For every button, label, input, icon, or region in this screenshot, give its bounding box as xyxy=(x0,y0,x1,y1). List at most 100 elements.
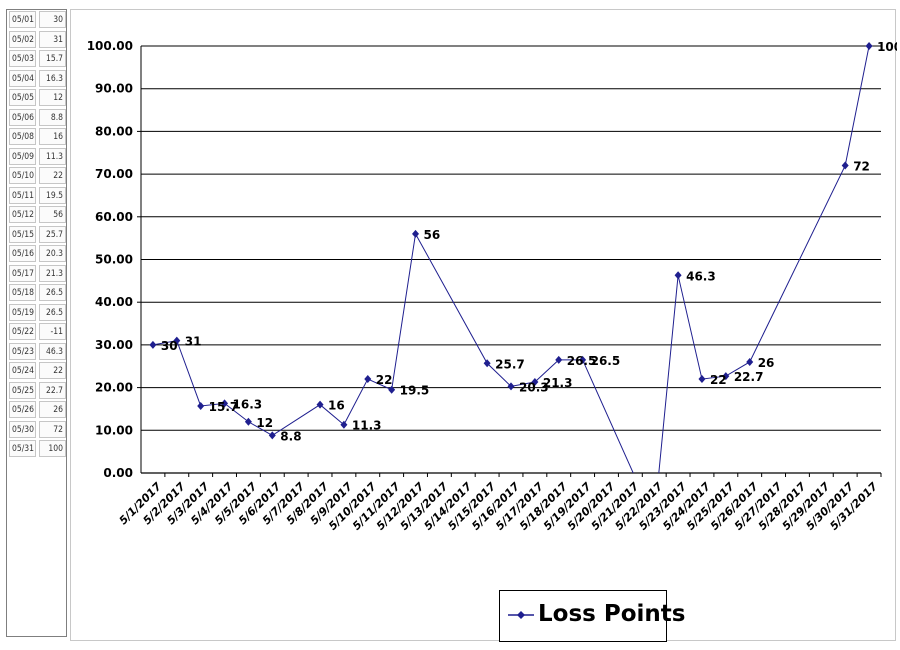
data-label: 20.3 xyxy=(519,380,549,394)
data-label: 12 xyxy=(256,416,273,430)
data-point xyxy=(531,378,539,387)
table-cell-date: 05/26 xyxy=(9,401,36,418)
table-cell-value: 30 xyxy=(39,11,66,28)
data-label: 56 xyxy=(424,228,441,242)
y-tick-label: 20.00 xyxy=(95,381,133,395)
table-cell-date: 05/10 xyxy=(9,167,36,184)
table-cell-date: 05/30 xyxy=(9,420,36,438)
table-cell-date: 05/11 xyxy=(9,186,36,204)
data-label: 19.5 xyxy=(400,384,430,398)
table-cell-date: 05/04 xyxy=(9,69,36,87)
table-row: 05/30 72 xyxy=(9,420,66,439)
table-row: 05/08 16 xyxy=(9,128,66,146)
table-cell-date: 05/22 xyxy=(9,323,36,340)
table-row: 05/26 26 xyxy=(9,401,66,419)
table-cell-value: 11.3 xyxy=(39,147,66,165)
series-line-loss-points xyxy=(152,45,870,473)
y-tick-label: 10.00 xyxy=(95,423,133,437)
table-cell-date: 05/09 xyxy=(9,147,36,165)
data-label: 26.5 xyxy=(567,354,597,368)
table-row: 05/17 21.3 xyxy=(9,264,66,283)
y-tick-label: 30.00 xyxy=(95,338,133,352)
table-row: 05/23 46.3 xyxy=(9,342,66,361)
table-cell-date: 05/25 xyxy=(9,381,36,399)
table-cell-date: 05/05 xyxy=(9,89,36,106)
data-label: 72 xyxy=(853,160,870,174)
axes xyxy=(137,46,882,477)
data-point xyxy=(579,355,587,364)
table-cell-value: 8.8 xyxy=(39,108,66,126)
y-axis-tick-labels: 0.00 10.00 20.00 30.00 40.00 50.00 60.00 70.00 8… xyxy=(87,39,133,480)
table-cell-value: 72 xyxy=(39,420,66,438)
table-cell-value: 21.3 xyxy=(39,264,66,282)
legend-label: Loss Points xyxy=(538,601,686,627)
data-label: 16.3 xyxy=(233,397,263,411)
table-cell-date: 05/31 xyxy=(9,440,36,457)
table-row: 05/01 30 xyxy=(9,11,66,29)
table-row: 05/05 12 xyxy=(9,89,66,107)
table-cell-date: 05/18 xyxy=(9,284,36,301)
table-cell-date: 05/03 xyxy=(9,50,36,67)
data-label: 22.7 xyxy=(734,370,764,384)
chart-frame: 0.00 10.00 20.00 30.00 40.00 50.00 60.00 70.00 8… xyxy=(70,9,897,642)
data-point xyxy=(412,229,420,238)
table-cell-date: 05/19 xyxy=(9,303,36,321)
table-row: 05/19 26.5 xyxy=(9,303,66,322)
x-axis-tick-labels: 5/1/20175/2/20175/3/20175/4/20175/5/2017… xyxy=(117,480,881,533)
table-row: 05/15 25.7 xyxy=(9,225,66,244)
table-row: 05/24 22 xyxy=(9,362,66,380)
table-cell-value: 16.3 xyxy=(39,69,66,87)
y-tick-label: 100.00 xyxy=(87,39,133,53)
data-label: 16 xyxy=(328,399,345,413)
table-cell-date: 05/15 xyxy=(9,225,36,243)
table-cell-value: 22 xyxy=(39,362,66,379)
data-label: 100 xyxy=(877,40,897,54)
data-label: 26.5 xyxy=(591,354,621,368)
table-cell-value: 26 xyxy=(39,401,66,418)
y-tick-label: 70.00 xyxy=(95,167,133,181)
data-point xyxy=(841,161,849,170)
data-point xyxy=(746,357,754,366)
table-cell-value: 16 xyxy=(39,128,66,145)
line-chart: 0.00 10.00 20.00 30.00 40.00 50.00 60.00 70.00 8… xyxy=(87,39,897,533)
gridlines xyxy=(141,45,881,431)
y-tick-label: 50.00 xyxy=(95,253,133,267)
table-cell-value: 20.3 xyxy=(39,245,66,262)
table-row: 05/16 20.3 xyxy=(9,245,66,263)
table-cell-date: 05/06 xyxy=(9,108,36,126)
data-point xyxy=(722,372,730,381)
table-cell-value: 25.7 xyxy=(39,225,66,243)
table-cell-value: 26.5 xyxy=(39,303,66,321)
table-cell-date: 05/08 xyxy=(9,128,36,145)
data-label: 15.7 xyxy=(209,400,239,414)
table-cell-date: 05/01 xyxy=(9,11,36,28)
table-cell-date: 05/16 xyxy=(9,245,36,262)
data-point xyxy=(555,355,563,364)
table-cell-date: 05/02 xyxy=(9,30,36,48)
data-label: 22 xyxy=(710,373,727,387)
data-label: 25.7 xyxy=(495,357,525,371)
y-tick-label: 90.00 xyxy=(95,82,133,96)
table-row: 05/06 8.8 xyxy=(9,108,66,127)
data-label: 46.3 xyxy=(686,269,716,283)
table-cell-value: 19.5 xyxy=(39,186,66,204)
table-cell-value: 15.7 xyxy=(39,50,66,67)
legend-marker-icon xyxy=(508,611,534,619)
table-cell-value: 56 xyxy=(39,206,66,223)
table-row: 05/09 11.3 xyxy=(9,147,66,166)
table-row: 05/03 15.7 xyxy=(9,50,66,68)
data-point xyxy=(221,399,229,408)
data-point xyxy=(268,431,276,440)
table-row: 05/12 56 xyxy=(9,206,66,224)
data-point xyxy=(316,400,324,409)
data-point xyxy=(865,42,873,50)
table-row: 05/02 31 xyxy=(9,30,66,49)
table-row: 05/11 19.5 xyxy=(9,186,66,205)
table-cell-value: -11 xyxy=(39,323,66,340)
data-point xyxy=(507,382,515,391)
table-cell-value: 46.3 xyxy=(39,342,66,360)
table-row: 05/31 100 xyxy=(9,440,66,458)
data-point xyxy=(388,385,396,394)
data-labels: 30 3115.716.3128.81611.32219.55625.720.32… xyxy=(161,40,897,443)
table-row: 05/22 -11 xyxy=(9,323,66,341)
